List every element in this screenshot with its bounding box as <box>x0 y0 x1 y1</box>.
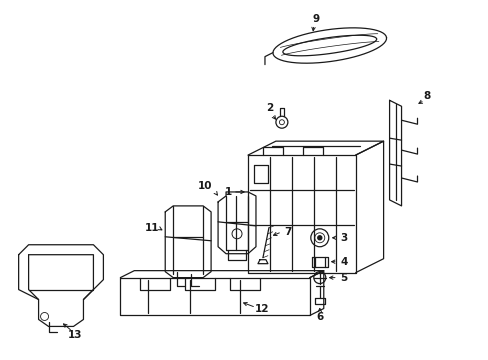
Text: 4: 4 <box>339 257 346 267</box>
Text: 8: 8 <box>423 91 430 101</box>
Circle shape <box>317 236 321 240</box>
Text: 7: 7 <box>284 227 291 237</box>
Text: 3: 3 <box>339 233 346 243</box>
Text: 13: 13 <box>68 330 82 341</box>
Text: 6: 6 <box>316 312 323 323</box>
Text: 10: 10 <box>198 181 212 191</box>
Text: 11: 11 <box>145 223 159 233</box>
Text: 12: 12 <box>254 305 269 315</box>
Text: 9: 9 <box>312 14 319 24</box>
Text: 5: 5 <box>339 273 346 283</box>
Text: 1: 1 <box>224 187 231 197</box>
Text: 2: 2 <box>266 103 273 113</box>
